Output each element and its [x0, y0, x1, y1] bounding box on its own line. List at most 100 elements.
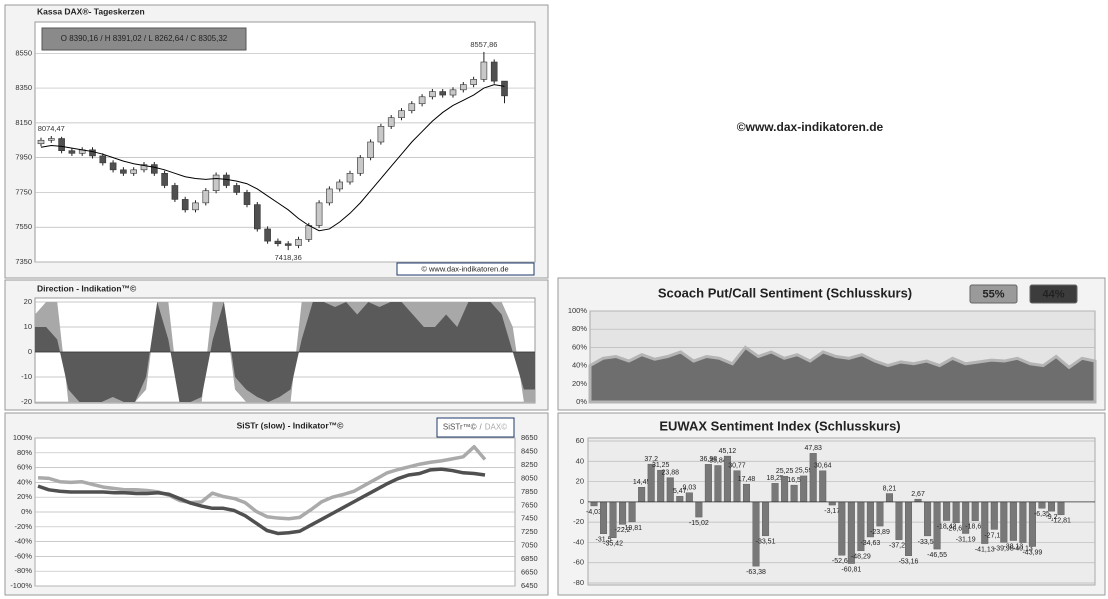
- bar: [1038, 501, 1046, 509]
- source-box: [396, 262, 535, 276]
- bar: [914, 498, 922, 503]
- value-label: -60,81: [841, 566, 861, 573]
- candle-body: [377, 126, 385, 143]
- value-label: -6,35: [1034, 511, 1050, 518]
- bar: [695, 501, 703, 518]
- bar: [600, 501, 608, 535]
- y-tick-label: 20: [24, 297, 32, 306]
- legend-entry: DAX©: [485, 423, 507, 432]
- candle-body: [161, 173, 168, 186]
- candle-body: [233, 185, 240, 193]
- bar: [819, 470, 827, 503]
- candle-body: [181, 199, 189, 211]
- y-tick-label: 60: [576, 436, 584, 445]
- candle-body: [109, 162, 117, 171]
- bar: [885, 493, 893, 503]
- y-tick-label: -60: [573, 558, 584, 567]
- y-tick-label: 8050: [521, 473, 538, 482]
- y-tick-label: -40%: [14, 537, 32, 546]
- candle-body: [295, 239, 302, 246]
- bar: [790, 484, 798, 503]
- bar: [895, 501, 903, 540]
- value-label: -35,42: [603, 541, 623, 548]
- value-label: -23,89: [870, 529, 890, 536]
- bar: [647, 463, 655, 503]
- bar: [638, 487, 646, 503]
- candle-body: [356, 157, 364, 174]
- y-tick-label: 10: [24, 322, 32, 331]
- value-label: -48,29: [851, 554, 871, 561]
- line: [37, 444, 487, 521]
- candle-body: [439, 91, 447, 96]
- candle-body: [202, 190, 210, 204]
- value-label: -31,19: [956, 536, 976, 543]
- y-tick-label: 8550: [15, 48, 32, 57]
- bar: [619, 501, 627, 525]
- value-label: 35,84: [709, 457, 727, 464]
- legend-box: [436, 417, 515, 438]
- y-tick-label: -20%: [14, 522, 32, 531]
- y-tick-label: -10: [21, 372, 32, 381]
- plot-area: [34, 21, 536, 263]
- candle-body: [120, 169, 127, 174]
- y-tick-label: 8650: [521, 433, 538, 442]
- y-tick-label: -80%: [14, 566, 32, 575]
- value-label: 23,88: [661, 469, 679, 476]
- y-tick-label: 7450: [521, 514, 538, 523]
- y-tick-label: -80: [573, 578, 584, 587]
- indicator-box: [1029, 284, 1078, 304]
- value-label: -40,13: [1013, 545, 1033, 552]
- candle-body: [47, 138, 55, 141]
- bar: [771, 483, 779, 503]
- bar: [1000, 501, 1008, 543]
- value-label: -52,63: [832, 558, 852, 565]
- candle-body: [387, 117, 395, 127]
- y-tick-label: 40: [576, 456, 584, 465]
- y-tick-label: 8450: [521, 446, 538, 455]
- bar: [905, 501, 913, 556]
- value-label: 5,47: [673, 488, 687, 495]
- candle-body: [418, 96, 426, 105]
- bar: [971, 501, 979, 521]
- y-tick-label: 80%: [17, 448, 32, 457]
- bar: [742, 483, 750, 503]
- area: [588, 345, 1097, 404]
- value-label: -63,38: [746, 569, 766, 576]
- legend-separator: /: [480, 423, 483, 432]
- value-label: 17,48: [738, 476, 756, 483]
- y-tick-label: 8150: [15, 118, 32, 127]
- value-label: -34,63: [860, 540, 880, 547]
- value-label: -33,57: [918, 539, 938, 546]
- y-tick-label: 0%: [21, 507, 32, 516]
- candle-body: [501, 80, 508, 97]
- bar: [676, 496, 684, 503]
- watermark: ©www.dax-indikatoren.de: [737, 120, 884, 134]
- ohlc-box: [41, 27, 247, 51]
- bar: [924, 501, 932, 537]
- candle-body: [449, 89, 457, 96]
- bar: [809, 453, 817, 503]
- bar: [943, 501, 951, 521]
- candle-body: [212, 174, 220, 191]
- y-tick-label: 7750: [15, 187, 32, 196]
- candle-body: [326, 188, 333, 204]
- value-label: 25,25: [776, 468, 794, 475]
- candle-body: [284, 243, 292, 246]
- ohlc-label: O 8390,16 / H 8391,02 / L 8262,64 / C 83…: [61, 34, 228, 43]
- legend-entry: SiSTr™©: [443, 423, 477, 432]
- y-tick-label: 60%: [17, 463, 32, 472]
- value-label: -18,42: [937, 523, 957, 530]
- line: [37, 467, 486, 536]
- y-tick-label: 7550: [15, 222, 32, 231]
- source: © www.dax-indikatoren.de: [421, 264, 508, 273]
- candle-body: [223, 174, 230, 186]
- candle-body: [68, 150, 76, 154]
- candle-body: [89, 149, 96, 157]
- y-tick-label: 7850: [521, 487, 538, 496]
- bar: [714, 465, 722, 503]
- y-tick-label: 40%: [572, 361, 587, 370]
- candle-body: [140, 164, 148, 171]
- y-tick-label: 6650: [521, 568, 538, 577]
- indicator-label: 55%: [982, 288, 1004, 300]
- chart-title: Kassa DAX®- Tageskerzen: [37, 6, 145, 16]
